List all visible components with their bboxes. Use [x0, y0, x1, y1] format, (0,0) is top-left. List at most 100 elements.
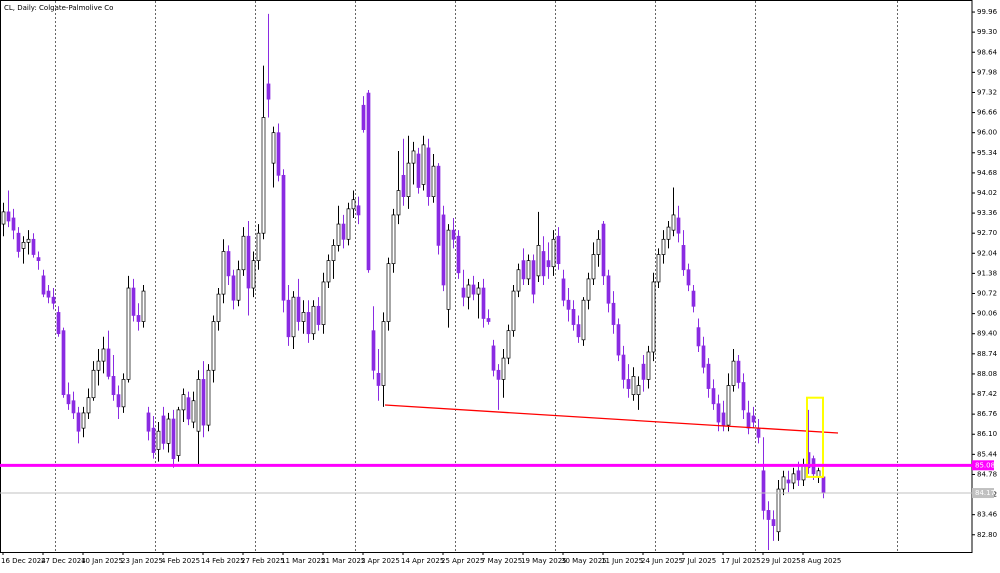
y-tick-label: 94.68	[977, 169, 997, 177]
candle-body	[746, 412, 751, 429]
candle-body	[286, 299, 291, 338]
candle-body	[86, 397, 91, 414]
candle-body	[751, 415, 756, 423]
candle-body	[416, 153, 421, 188]
candle-body	[241, 235, 246, 271]
candle-body	[256, 232, 261, 261]
candle-body	[766, 510, 771, 520]
y-tick-label: 83.46	[977, 511, 998, 519]
candle-body	[406, 162, 411, 197]
candle-body	[76, 412, 81, 432]
candle-body	[636, 385, 641, 395]
y-tick-label: 99.30	[977, 28, 997, 36]
candle-body	[541, 251, 546, 277]
candle-body	[501, 357, 506, 380]
y-tick-label: 94.02	[977, 189, 997, 197]
candle-body	[776, 488, 781, 533]
y-tick-label: 99.96	[977, 8, 998, 16]
candle-body	[581, 299, 586, 341]
candle-body	[166, 418, 171, 444]
candle-body	[1, 211, 6, 225]
candle-body	[386, 263, 391, 322]
candle-body	[226, 251, 231, 277]
candle-body	[451, 229, 456, 240]
candle-body	[566, 299, 571, 310]
candle-body	[116, 394, 121, 408]
candle-body	[571, 309, 576, 325]
candle-body	[661, 238, 666, 255]
candle-body	[441, 214, 446, 286]
candle-body	[351, 199, 356, 210]
candle-body	[696, 327, 701, 347]
candle-body	[361, 104, 366, 130]
candle-body	[221, 251, 226, 295]
y-tick-label: 82.80	[977, 531, 997, 539]
x-tick-label: 11 Mar 2025	[281, 557, 325, 565]
candle-body	[181, 394, 186, 411]
x-tick-label: 8 Aug 2025	[801, 557, 841, 565]
level-tag	[972, 460, 994, 471]
candle-body	[796, 470, 801, 481]
candle-body	[426, 147, 431, 197]
candle-body	[771, 519, 776, 526]
candle-body	[486, 318, 491, 322]
candle-body	[11, 217, 16, 231]
candle-body	[596, 238, 601, 255]
y-tick-label: 86.76	[977, 410, 998, 418]
y-tick-label: 92.04	[977, 249, 998, 257]
x-tick-label: 7 May 2025	[481, 557, 522, 565]
candle-body	[156, 430, 161, 450]
candle-body	[536, 245, 541, 277]
candle-body	[16, 232, 21, 252]
candle-body	[36, 257, 41, 261]
candle-body	[741, 382, 746, 411]
x-tick-label: 11 Jun 2025	[601, 557, 643, 565]
chart-title: CL, Daily: Colgate-Palmolive Co	[4, 4, 113, 12]
candle-body	[341, 223, 346, 240]
candle-body	[491, 345, 496, 371]
y-tick-label: 90.06	[977, 310, 998, 318]
candle-body	[91, 369, 96, 399]
candle-body	[316, 305, 321, 325]
x-tick-label: 21 Mar 2025	[321, 557, 365, 565]
candle-body	[551, 238, 556, 268]
y-tick-label: 85.44	[977, 450, 998, 458]
candle-body	[311, 305, 316, 335]
candle-body	[666, 226, 671, 240]
candle-body	[476, 287, 481, 295]
candle-body	[611, 302, 616, 325]
candle-body	[431, 165, 436, 197]
candle-body	[531, 260, 536, 295]
y-tick-label: 96.00	[977, 129, 997, 137]
candle-body	[471, 284, 476, 295]
candle-body	[496, 369, 501, 380]
candle-body	[261, 117, 266, 234]
candle-body	[651, 281, 656, 353]
candle-body	[101, 348, 106, 362]
candle-body	[216, 293, 221, 322]
candle-body	[711, 388, 716, 405]
candle-body	[121, 379, 126, 408]
candle-body	[821, 476, 826, 494]
candle-body	[266, 83, 271, 100]
candle-body	[111, 376, 116, 395]
candle-body	[161, 415, 166, 444]
candle-body	[336, 223, 341, 246]
x-tick-label: 27 Feb 2025	[241, 557, 285, 565]
candle-body	[126, 287, 131, 380]
x-tick-label: 4 Feb 2025	[161, 557, 200, 565]
candle-body	[51, 296, 56, 304]
candle-body	[291, 296, 296, 338]
y-tick-label: 87.42	[977, 390, 997, 398]
candle-body	[236, 269, 241, 301]
candle-body	[786, 479, 791, 484]
candle-body	[6, 211, 11, 222]
y-tick-label: 88.74	[977, 350, 998, 358]
x-tick-label: 23 Jan 2025	[121, 557, 163, 565]
y-tick-label: 93.36	[977, 209, 998, 217]
candle-body	[201, 379, 206, 426]
candle-body	[106, 348, 111, 377]
candle-body	[546, 260, 551, 268]
y-tick-label: 89.40	[977, 330, 997, 338]
x-tick-label: 24 Jun 2025	[641, 557, 683, 565]
